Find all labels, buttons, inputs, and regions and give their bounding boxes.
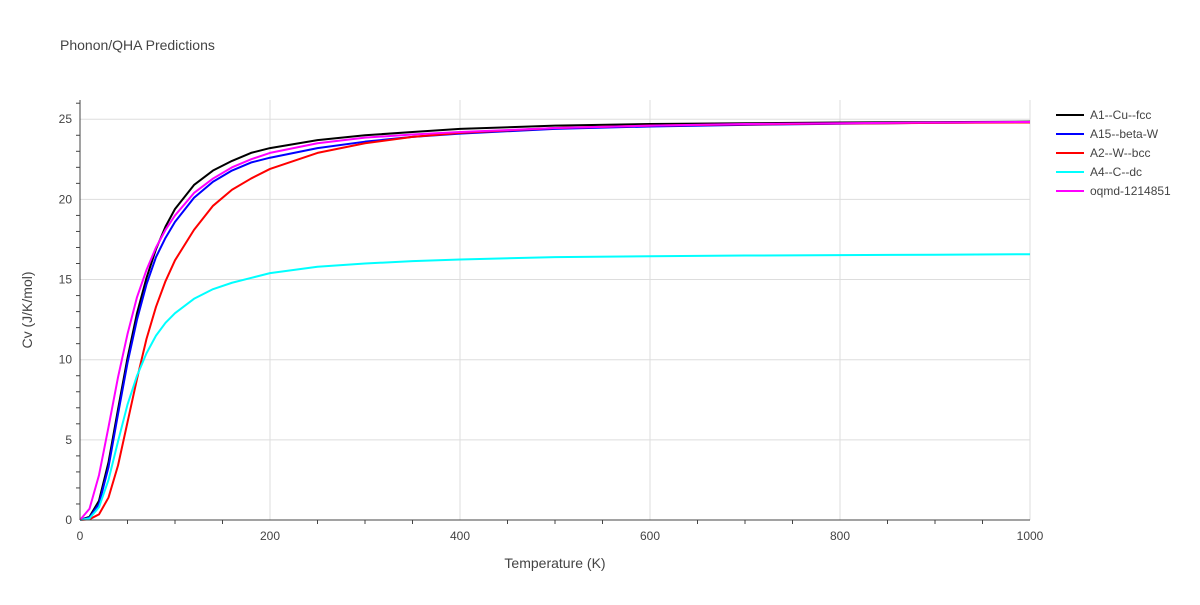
x-axis-title: Temperature (K) bbox=[504, 555, 605, 571]
legend-label: A15--beta-W bbox=[1090, 127, 1159, 141]
x-tick-label: 1000 bbox=[1017, 529, 1044, 543]
y-tick-label: 20 bbox=[59, 192, 73, 206]
y-tick-label: 15 bbox=[59, 273, 73, 287]
legend-label: A4--C--dc bbox=[1090, 165, 1142, 179]
x-tick-label: 0 bbox=[77, 529, 84, 543]
gridlines bbox=[80, 100, 1031, 520]
x-tick-label: 800 bbox=[830, 529, 850, 543]
y-tick-label: 10 bbox=[59, 353, 73, 367]
legend-item[interactable]: A1--Cu--fcc bbox=[1056, 108, 1151, 122]
x-tick-label: 600 bbox=[640, 529, 660, 543]
series-line-0 bbox=[79, 120, 1031, 521]
legend-item[interactable]: oqmd-1214851 bbox=[1056, 184, 1171, 198]
y-axis-title: Cv (J/K/mol) bbox=[19, 272, 35, 349]
legend-label: A1--Cu--fcc bbox=[1090, 108, 1151, 122]
chart-title: Phonon/QHA Predictions bbox=[60, 37, 215, 53]
axes: 0 200 400 600 800 1000 0 5 10 15 20 25 bbox=[59, 100, 1044, 543]
series-line-3 bbox=[79, 253, 1031, 521]
x-tick-label: 200 bbox=[260, 529, 280, 543]
y-tick-label: 25 bbox=[59, 112, 73, 126]
legend[interactable]: A1--Cu--fcc A15--beta-W A2--W--bcc A4--C--d… bbox=[1056, 108, 1171, 198]
legend-label: A2--W--bcc bbox=[1090, 146, 1150, 160]
series-line-4 bbox=[79, 120, 1031, 521]
legend-item[interactable]: A4--C--dc bbox=[1056, 165, 1142, 179]
legend-label: oqmd-1214851 bbox=[1090, 184, 1171, 198]
series-lines bbox=[79, 120, 1031, 521]
legend-item[interactable]: A2--W--bcc bbox=[1056, 146, 1150, 160]
x-tick-label: 400 bbox=[450, 529, 470, 543]
series-line-2 bbox=[79, 121, 1031, 521]
series-line-1 bbox=[79, 121, 1031, 521]
legend-item[interactable]: A15--beta-W bbox=[1056, 127, 1159, 141]
y-tick-label: 5 bbox=[65, 433, 72, 447]
y-tick-label: 0 bbox=[65, 513, 72, 527]
